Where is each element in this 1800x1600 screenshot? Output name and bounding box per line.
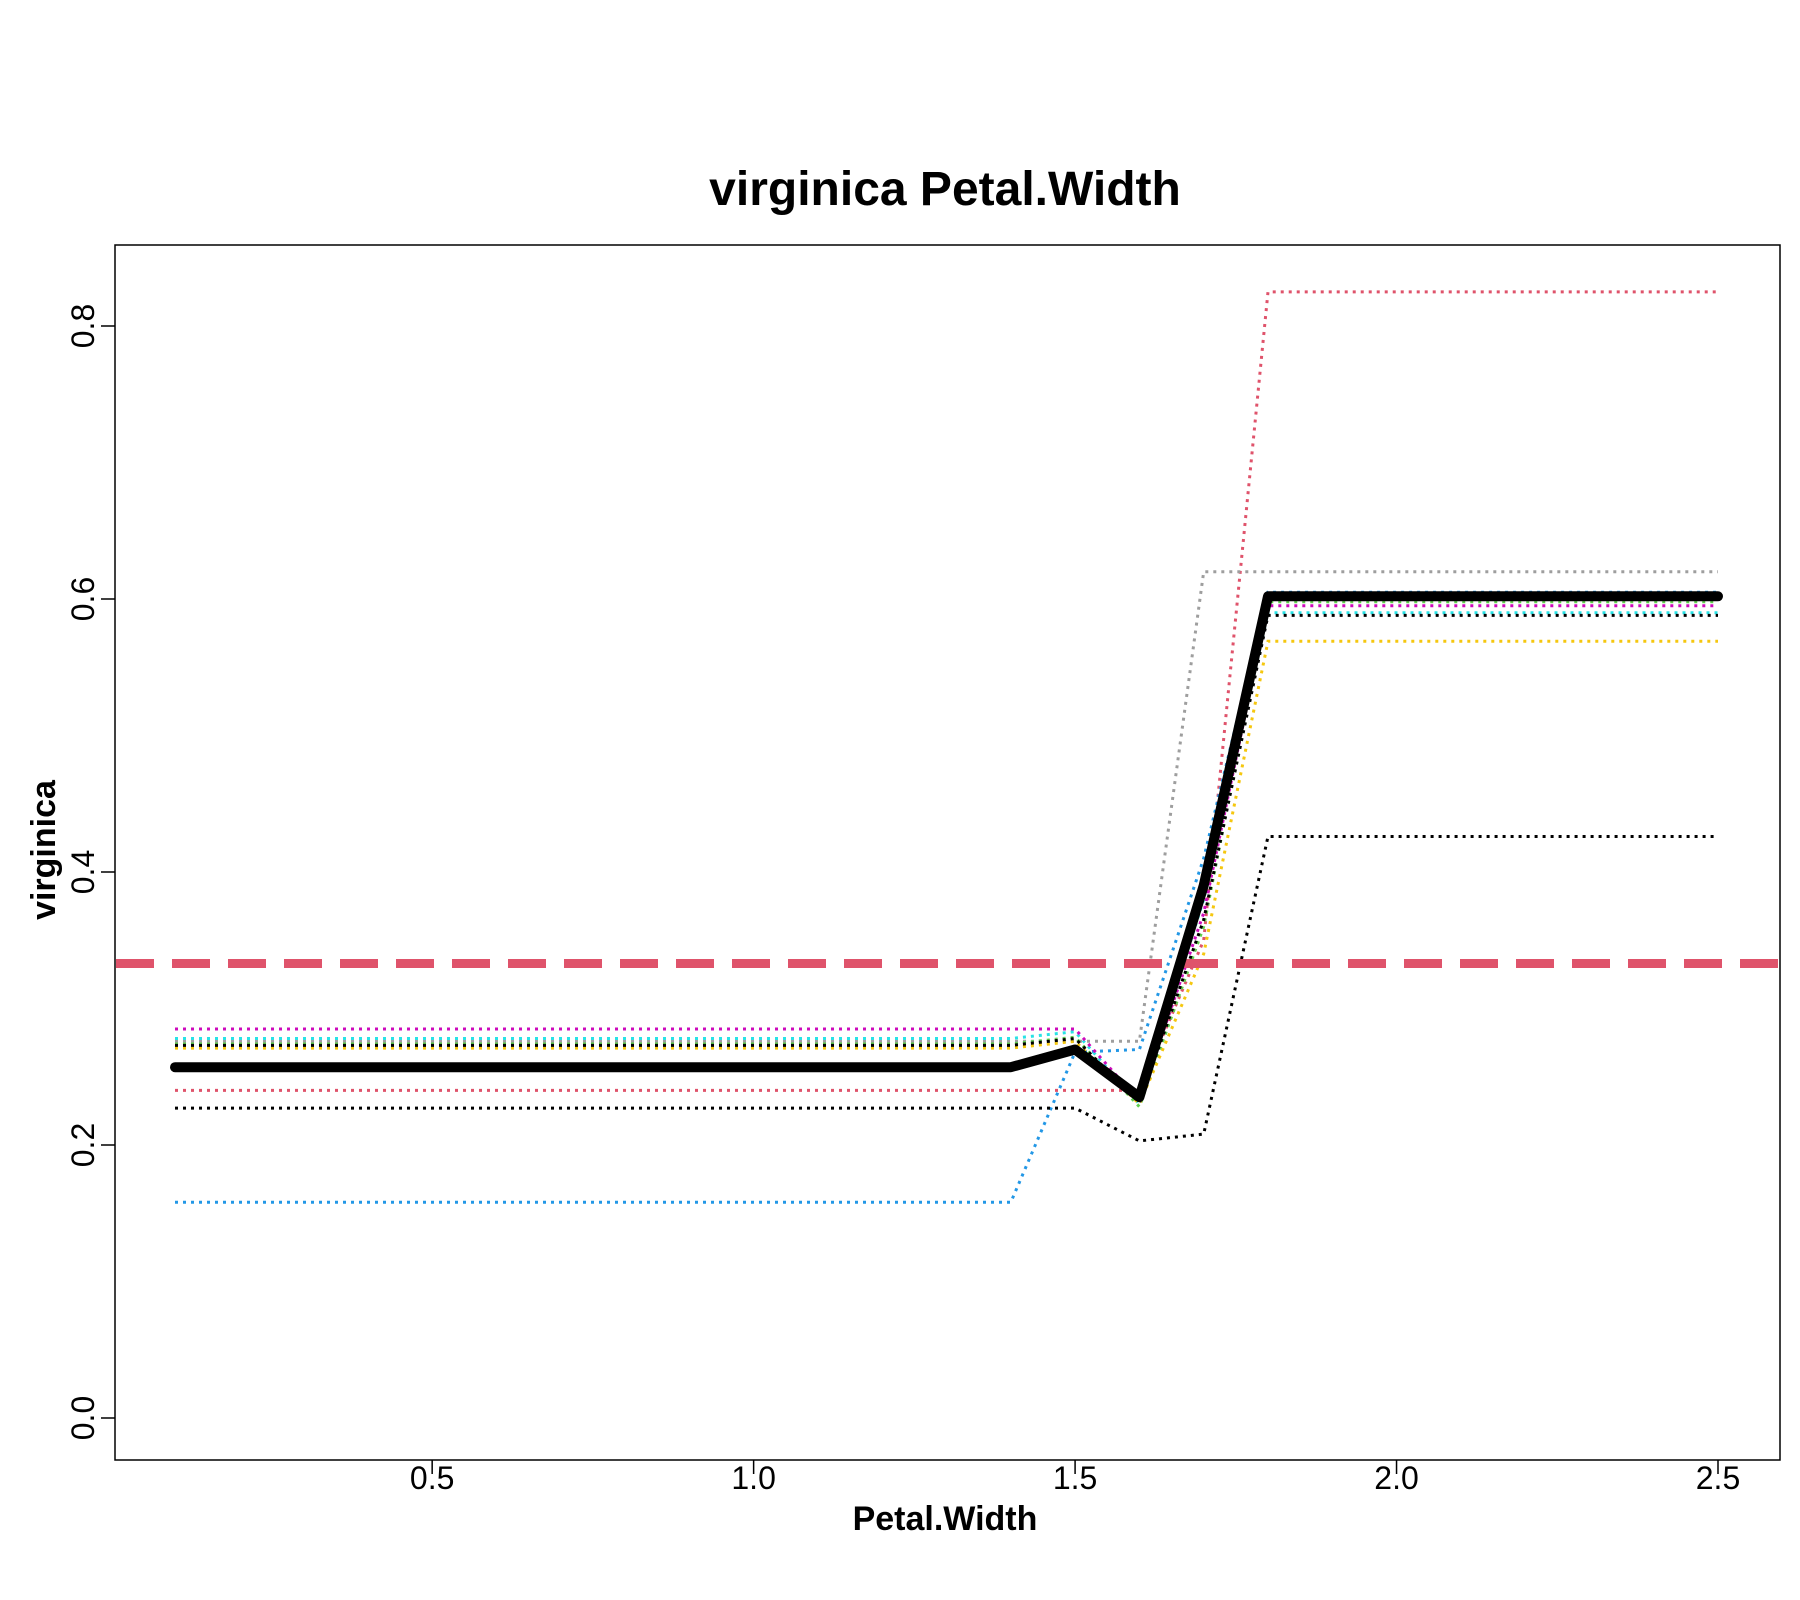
series-line-3 [175, 590, 1718, 1204]
chart-title: virginica Petal.Width [709, 163, 1181, 216]
x-tick-label: 1.0 [731, 1460, 775, 1496]
series-line-4 [175, 611, 1718, 1107]
y-tick-label: 0.2 [65, 1123, 101, 1167]
average-layer [170, 591, 1723, 1103]
series-line-9 [175, 835, 1718, 1143]
y-axis-label: virginica [25, 779, 63, 920]
series-line-6 [175, 600, 1718, 1110]
x-axis-label: Petal.Width [853, 1500, 1038, 1538]
x-axis: 0.5 1.0 1.5 2.0 2.5 [410, 1460, 1740, 1496]
x-tick-label: 2.0 [1374, 1460, 1418, 1496]
series-line-5 [175, 604, 1718, 1105]
y-tick-label: 0.0 [65, 1396, 101, 1440]
y-axis: 0.0 0.2 0.4 0.6 0.8 [65, 304, 115, 1440]
y-tick-label: 0.4 [65, 850, 101, 894]
series-line-8 [175, 613, 1718, 1106]
average-line [170, 591, 1723, 1103]
y-tick-label: 0.8 [65, 304, 101, 348]
x-tick-label: 1.5 [1053, 1460, 1097, 1496]
series-line-7 [175, 639, 1718, 1107]
series-line-1 [175, 290, 1718, 1092]
y-tick-label: 0.6 [65, 577, 101, 621]
x-tick-label: 0.5 [410, 1460, 454, 1496]
plot-frame [114, 244, 1781, 1461]
series-line-2 [175, 570, 1718, 1043]
x-tick-label: 2.5 [1696, 1460, 1740, 1496]
